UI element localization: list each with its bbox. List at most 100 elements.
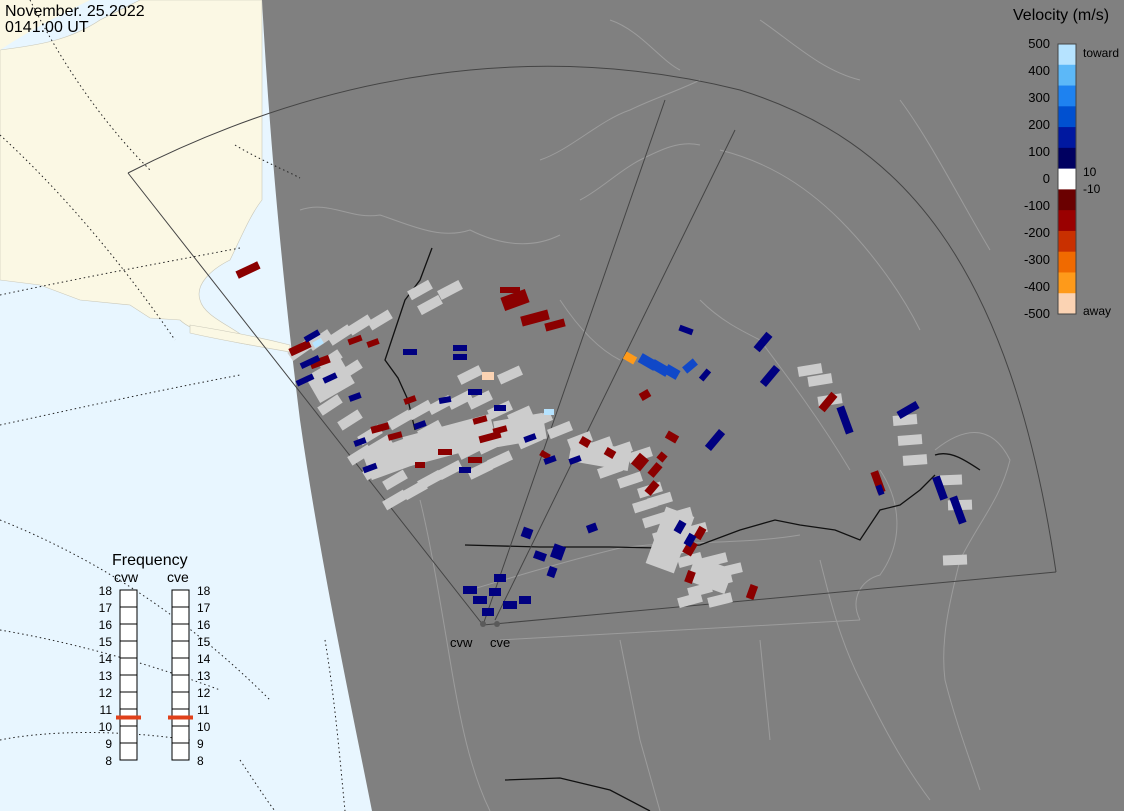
frequency-marker (168, 715, 193, 720)
land-dayside-north (0, 0, 90, 50)
frequency-scale-cell (119, 657, 138, 676)
date-label: November. 25.2022 (5, 3, 145, 20)
radar-sites: cvw cve (450, 621, 510, 650)
scatter-cell (327, 324, 353, 346)
velocity-color-segment (1058, 85, 1076, 107)
scatter-cell (353, 437, 367, 447)
scatter-cell (463, 586, 477, 594)
scatter-cell (500, 288, 530, 312)
frequency-scale-label-left: 14 (99, 652, 113, 666)
scatter-cell (317, 394, 343, 416)
scatter-cell (523, 433, 537, 443)
scatter-cell (467, 460, 493, 480)
scatter-cell (459, 467, 471, 473)
frequency-scale-label-right: 17 (197, 601, 211, 615)
scatter-cell (532, 550, 548, 562)
scatter-cell (382, 489, 408, 511)
scatter-cell (578, 436, 592, 448)
frequency-scale-label-right: 10 (197, 720, 211, 734)
scatter-cell (663, 364, 681, 380)
scatter-cell (295, 373, 315, 387)
velocity-bar-border (1057, 43, 1077, 315)
scatter-cell (549, 543, 567, 561)
frequency-scale-cell (119, 725, 138, 744)
scatter-cell (682, 358, 698, 374)
velocity-tick-label: 100 (1028, 144, 1050, 159)
scatter-cell (897, 434, 923, 446)
scatter-cell (492, 425, 508, 435)
scatter-cell (494, 405, 506, 411)
velocity-tick-label: 0 (1043, 171, 1050, 186)
scatter-cell (472, 415, 488, 425)
velocity-color-segment (1058, 44, 1076, 66)
velocity-color-segment (1058, 293, 1076, 315)
scatter-cell (347, 334, 363, 346)
velocity-color-segment (1058, 64, 1076, 87)
scatter-cell (387, 431, 403, 441)
frequency-scale-label-right: 12 (197, 686, 211, 700)
scatter-cell (647, 491, 673, 509)
frequency-scale-cell (119, 640, 138, 659)
scatter-cell (487, 450, 513, 470)
scatter-cell (937, 474, 963, 486)
scatter-cell (642, 511, 668, 529)
frequency-scale-label-right: 11 (197, 703, 210, 717)
scatter-cell (362, 462, 378, 474)
scatter-cell (453, 345, 467, 351)
velocity-color-segment (1058, 251, 1076, 273)
scatter-cell (347, 314, 373, 336)
scatter-cell (622, 351, 638, 365)
scatter-cell (299, 355, 321, 369)
scatter-cell (348, 392, 362, 402)
scatter-cell (704, 429, 726, 451)
scatter-cell (678, 324, 694, 336)
frequency-scale-cell (171, 589, 190, 608)
velocity-tick-label: -500 (1024, 306, 1050, 321)
scatter-cell (468, 389, 482, 395)
frequency-scale-label-left: 15 (99, 635, 113, 649)
time-label: 0141:00 UT (5, 19, 89, 36)
scatter-cell (807, 373, 833, 387)
frequency-scale-cell (171, 640, 190, 659)
scatter-cell (677, 591, 703, 609)
scatter-cell (317, 349, 343, 371)
scatter-cell (546, 565, 558, 579)
scatter-cell (638, 389, 652, 401)
velocity-inner-label-pos: 10 (1083, 165, 1097, 179)
frequency-panel: Frequency cvw cve 18 18 17 17 16 16 15 15 14 14 13… (99, 552, 211, 768)
scatter-cell (683, 532, 697, 548)
frequency-radar-name-cve: cve (167, 569, 189, 585)
radar-site-marker (494, 621, 500, 627)
scatter-cell (417, 294, 443, 316)
scatter-cell (673, 519, 687, 535)
frequency-scales: 18 18 17 17 16 16 15 15 14 14 13 13 12 12 11 11 10 10 9 9 8 8 (99, 584, 211, 768)
scatter-cell (370, 422, 390, 434)
scatter-cell (482, 608, 494, 616)
velocity-tick-label: 300 (1028, 90, 1050, 105)
frequency-scale-cell (171, 725, 190, 744)
scatter-cell (949, 495, 967, 525)
scatter-cell (437, 460, 463, 480)
scatter-cell (347, 444, 373, 466)
scatter-cell (437, 280, 463, 300)
scatter-cell (942, 554, 968, 566)
scatter-cell (647, 462, 663, 478)
scatter-layer (235, 261, 973, 616)
velocity-color-segment (1058, 210, 1076, 232)
scatter-cell (303, 329, 321, 343)
frequency-scale-label-right: 14 (197, 652, 211, 666)
frequency-marker (116, 715, 141, 720)
radar-site-label-cve: cve (490, 635, 510, 650)
velocity-away-label: away (1083, 304, 1111, 318)
scatter-cell (759, 365, 781, 387)
velocity-color-segment (1058, 127, 1076, 149)
frequency-scale-cell (119, 691, 138, 710)
scatter-cell (489, 588, 501, 596)
frequency-scale-cell (171, 623, 190, 642)
scatter-cell (453, 354, 467, 360)
velocity-tick-label: -200 (1024, 225, 1050, 240)
scatter-cell (753, 331, 773, 353)
scatter-cell (818, 391, 838, 413)
scatter-cell (438, 449, 452, 455)
